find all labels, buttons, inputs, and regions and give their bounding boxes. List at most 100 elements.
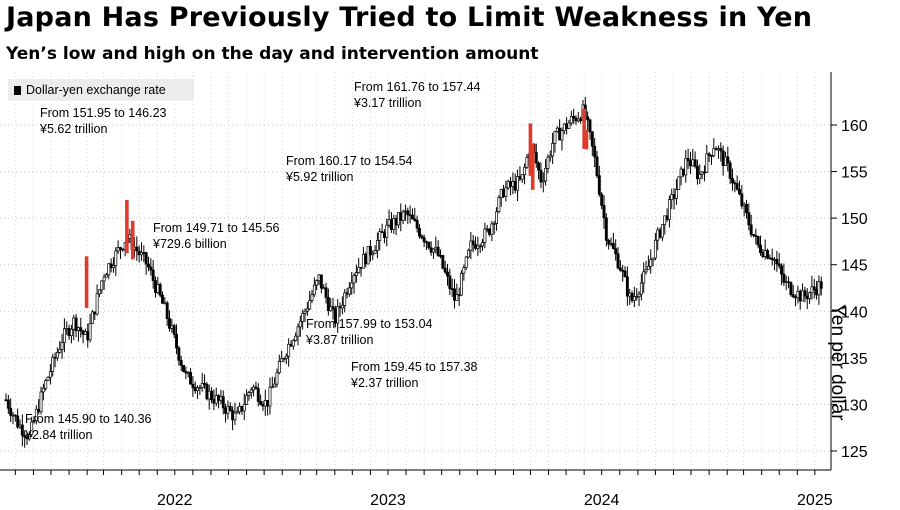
candle-body xyxy=(770,257,774,261)
candle-body xyxy=(819,281,823,289)
candle-body xyxy=(628,292,632,297)
intervention-bar xyxy=(84,256,89,308)
candle-body xyxy=(787,281,790,284)
candle-body xyxy=(588,119,592,133)
candle-body xyxy=(104,274,108,278)
annotation-amount: ¥729.6 billion xyxy=(152,237,227,251)
candle-body xyxy=(717,148,720,151)
candle-body xyxy=(249,389,253,393)
candle-body xyxy=(205,383,209,400)
candle-body xyxy=(289,343,293,347)
candle-body xyxy=(525,157,529,168)
candle-body xyxy=(660,224,664,238)
candle-body xyxy=(485,228,489,231)
candle-body xyxy=(653,239,657,259)
candle-body xyxy=(756,236,760,246)
annotation-amount: ¥2.84 trillion xyxy=(24,428,92,442)
intervention-bar xyxy=(584,130,589,150)
candle-body xyxy=(27,434,31,440)
candle-body xyxy=(137,250,141,256)
candle-body xyxy=(478,245,482,248)
candle-body xyxy=(710,155,713,157)
candle-body xyxy=(161,294,164,304)
candle-body xyxy=(812,286,816,290)
candle-body xyxy=(312,284,316,296)
candle-body xyxy=(172,325,176,335)
candle-body xyxy=(450,288,454,290)
candle-body xyxy=(389,219,393,230)
candle-body xyxy=(308,300,312,310)
candle-body xyxy=(777,263,781,267)
candle-body xyxy=(441,255,445,269)
candle-body xyxy=(794,296,798,299)
annotation-range: From 149.71 to 145.56 xyxy=(153,221,280,235)
candle-body xyxy=(88,322,92,341)
candle-body xyxy=(483,228,487,243)
candle-body xyxy=(434,246,438,250)
candle-body xyxy=(408,214,412,217)
candle-body xyxy=(597,175,601,195)
candle-body xyxy=(144,252,148,265)
candle-body xyxy=(345,292,349,295)
candle-body xyxy=(560,130,564,141)
candle-body xyxy=(740,193,744,207)
candle-body xyxy=(674,189,678,199)
candle-body xyxy=(266,400,270,407)
candle-body xyxy=(728,162,732,179)
candle-body xyxy=(210,390,214,401)
candle-body xyxy=(11,414,15,417)
candle-body xyxy=(656,229,660,241)
candle-body xyxy=(226,406,230,414)
annotation-range: From 161.76 to 157.44 xyxy=(354,80,481,94)
y-axis-label: Yen per dollar xyxy=(827,304,848,421)
candle-body xyxy=(340,304,344,309)
candle-body xyxy=(789,282,793,295)
candle-body xyxy=(331,306,335,310)
candle-body xyxy=(90,311,94,324)
candle-body xyxy=(39,391,43,413)
candle-body xyxy=(801,290,805,302)
candle-body xyxy=(140,252,143,256)
candle-body xyxy=(392,218,396,230)
candle-body xyxy=(170,325,174,329)
candle-body xyxy=(55,352,59,359)
candle-body xyxy=(76,327,80,331)
candle-body xyxy=(51,356,55,372)
candle-body xyxy=(373,250,377,254)
candle-body xyxy=(60,342,64,350)
candle-body xyxy=(742,203,746,207)
candle-body xyxy=(761,252,765,257)
candle-body xyxy=(165,302,169,319)
candle-body xyxy=(338,306,342,309)
candle-body xyxy=(621,269,625,272)
candle-body xyxy=(481,242,484,247)
x-tick-label: 2023 xyxy=(370,492,406,509)
candle-body xyxy=(268,386,272,407)
candle-body xyxy=(58,349,62,353)
candle-body xyxy=(359,266,363,269)
candle-body xyxy=(752,234,755,236)
annotation-range: From 160.17 to 154.54 xyxy=(286,154,413,168)
candle-body xyxy=(768,257,772,260)
candle-body xyxy=(231,410,235,421)
candle-body xyxy=(198,387,202,389)
candle-body xyxy=(102,276,106,282)
candle-body xyxy=(460,272,463,296)
candle-body xyxy=(548,155,552,158)
candle-body xyxy=(385,224,389,238)
candle-body xyxy=(691,159,695,167)
candle-body xyxy=(378,231,382,241)
candle-body xyxy=(67,328,71,337)
candle-body xyxy=(707,153,711,156)
candle-body xyxy=(703,171,706,174)
legend-label: Dollar-yen exchange rate xyxy=(26,83,166,97)
candle-body xyxy=(712,148,716,157)
candle-body xyxy=(600,193,604,206)
candle-body xyxy=(319,274,323,289)
candle-body xyxy=(41,387,45,393)
annotation-amount: ¥3.87 trillion xyxy=(305,333,373,347)
candle-body xyxy=(738,189,741,195)
candle-body xyxy=(537,162,541,171)
candle-body xyxy=(427,241,431,249)
